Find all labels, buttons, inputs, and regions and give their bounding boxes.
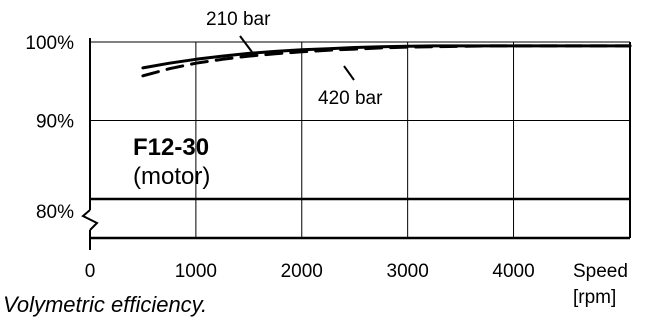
- annotation-210-bar-leader: [239, 35, 253, 53]
- y-tick-label-80: 80%: [36, 202, 74, 223]
- x-axis-label: Speed: [573, 261, 628, 282]
- x-tick-label-0: 0: [85, 261, 96, 282]
- annotation-420-bar-leader: [343, 65, 355, 81]
- grid: [90, 41, 630, 238]
- series-line-420-bar: [141, 44, 632, 78]
- figure-caption: Volymetric efficiency.: [3, 292, 207, 317]
- axis-break-zigzag: [81, 209, 99, 231]
- x-tick-label-3000: 3000: [387, 261, 429, 282]
- y-tick-labels: 80% 90% 100%: [25, 33, 74, 223]
- y-axis-break: [81, 209, 99, 231]
- y-tick-label-90: 90%: [36, 112, 74, 133]
- x-axis-unit: [rpm]: [573, 287, 616, 308]
- plot-frame: [89, 38, 631, 250]
- chart-subtitle: (motor): [133, 163, 210, 190]
- series-layer: [141, 44, 632, 78]
- annotation-420-bar: 420 bar: [318, 88, 383, 109]
- x-tick-label-2000: 2000: [281, 261, 323, 282]
- x-tick-label-4000: 4000: [492, 261, 534, 282]
- annotation-210-bar: 210 bar: [206, 9, 271, 30]
- x-tick-label-1000: 1000: [175, 261, 217, 282]
- x-tick-labels: 0 1000 2000 3000 4000: [85, 261, 535, 282]
- y-tick-label-100: 100%: [25, 33, 74, 54]
- series-line-210-bar: [141, 44, 632, 70]
- chart-title: F12-30: [133, 134, 209, 161]
